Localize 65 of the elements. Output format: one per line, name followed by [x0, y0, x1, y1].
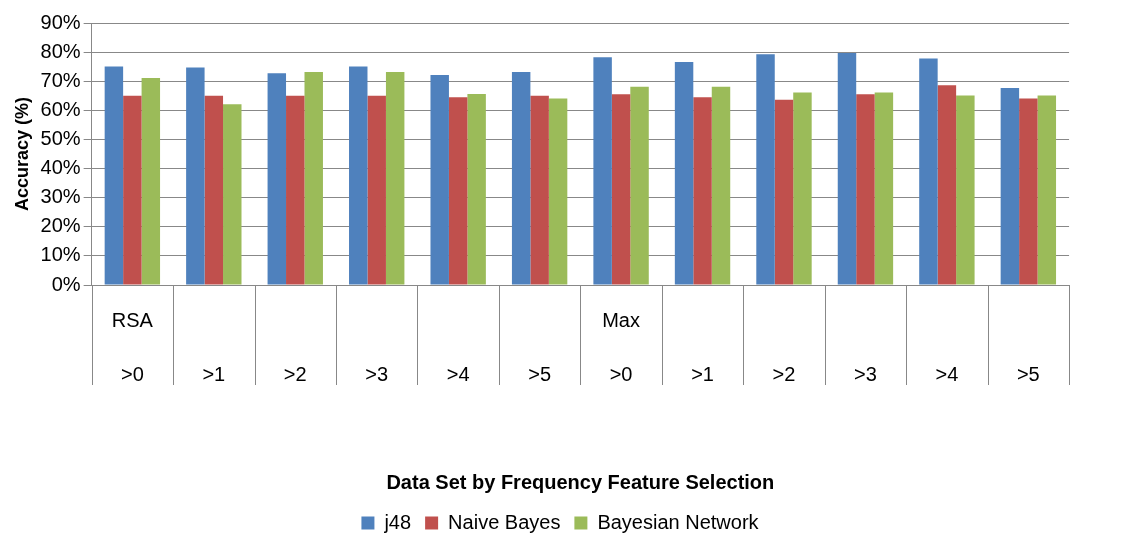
bar: [286, 95, 305, 285]
x-tick-label: >3: [365, 362, 389, 385]
x-tick-label: >0: [120, 362, 144, 385]
bar: [593, 57, 612, 285]
y-tick-label: 90%: [40, 10, 81, 33]
x-tick-label: >0: [609, 362, 633, 385]
text: RSA: [111, 308, 154, 331]
bar: [856, 94, 875, 285]
bar: [530, 95, 549, 285]
bar: [1037, 95, 1057, 285]
y-tick-label: 60%: [40, 97, 81, 120]
y-tick-label: 40%: [40, 156, 81, 179]
bar: [367, 95, 386, 285]
bar: [937, 85, 957, 285]
bar: [693, 97, 712, 285]
bar: [611, 94, 631, 285]
bar: [511, 71, 531, 285]
x-tick-label: >4: [446, 362, 470, 385]
y-tick-label: 0%: [51, 272, 81, 295]
y-axis-title: Accuracy (%): [11, 96, 32, 212]
bar: [267, 73, 287, 285]
x-tick-label: >4: [935, 362, 959, 385]
bar: [448, 97, 468, 285]
bar: [756, 54, 775, 285]
x-tick-label: >5: [1016, 362, 1040, 385]
bar: [919, 58, 938, 285]
x-tick-label: >1: [691, 362, 714, 385]
y-tick-label: 50%: [40, 126, 81, 149]
bar: [385, 71, 405, 285]
bar: [104, 66, 124, 285]
x-tick-label: >1: [202, 362, 226, 385]
legend-label: j48: [383, 510, 412, 533]
bar: [204, 95, 224, 285]
bar: [141, 78, 161, 285]
text: Max: [602, 308, 640, 331]
bar: [874, 92, 894, 285]
bar: [349, 66, 368, 285]
bar: [223, 104, 242, 285]
x-tick-label: >3: [854, 362, 877, 385]
x-tick-label: >5: [528, 362, 552, 385]
bar: [548, 98, 568, 285]
bar: [1000, 87, 1020, 285]
bar: [304, 71, 323, 285]
x-axis-title: Data Set by Frequency Feature Selection: [386, 470, 775, 493]
bar: [711, 86, 731, 285]
x-tick-label: >2: [772, 362, 796, 385]
bar: [674, 62, 694, 285]
y-tick-label: 30%: [40, 185, 81, 208]
y-tick-label: 80%: [40, 39, 81, 62]
bar: [123, 95, 142, 285]
y-tick-label: 20%: [40, 214, 81, 237]
y-tick-label: 10%: [40, 243, 81, 266]
bar: [793, 92, 812, 285]
bar: [1019, 98, 1038, 285]
bar: [630, 86, 649, 285]
x-tick-label: >2: [283, 362, 307, 385]
bar: [774, 99, 794, 285]
bar: [467, 94, 486, 285]
bar: [837, 52, 857, 285]
bar: [430, 75, 449, 285]
y-tick-label: 70%: [40, 68, 81, 91]
bar: [186, 67, 205, 285]
bar: [956, 95, 975, 285]
legend-label: Bayesian Network: [597, 510, 760, 533]
legend-label: Naive Bayes: [448, 510, 561, 533]
